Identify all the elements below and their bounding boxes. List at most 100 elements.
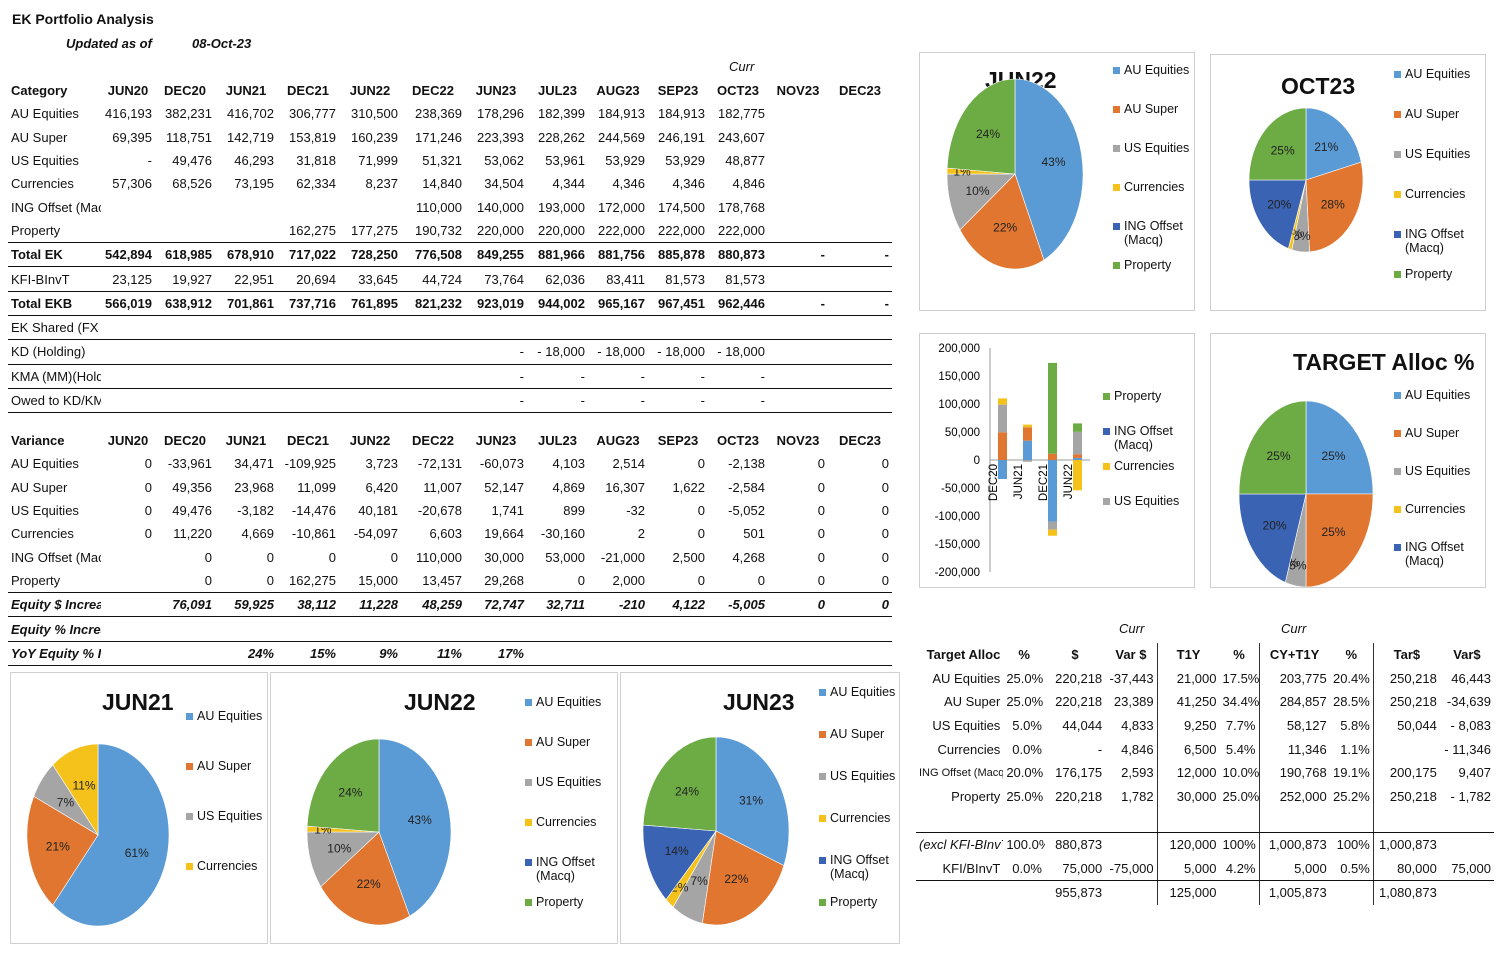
legend-item-us-equities: US Equities — [819, 769, 908, 811]
table-cell — [828, 616, 892, 642]
table-row: Equity $ Increase ==> 76,09159,92538,1121… — [8, 592, 892, 618]
table-cell — [588, 315, 648, 341]
pie-slice-au-super — [959, 173, 1045, 270]
bar-chart: 200,000 150,000 100,000 50,000 0 -50,000 -100,… — [935, 343, 1090, 579]
table-cell: 4,346 — [612, 176, 645, 192]
table-cell: 193,000 — [538, 199, 585, 215]
legend-label: US Equities — [1124, 141, 1190, 155]
table-row: US Equities 0 49,476 -3,182 -14,476 40,181 -20… — [8, 499, 892, 522]
table-cell: 0 — [881, 479, 889, 495]
chart-legend: AU Equities AU Super US Equities Currencies… — [819, 685, 908, 937]
table-cell: 174,500 — [658, 199, 705, 215]
legend-label: US Equities — [830, 769, 896, 783]
pie-chart: 43%22%10%1%24% — [946, 78, 1084, 270]
table-cell: 25.0% — [1006, 670, 1044, 686]
table-cell — [101, 315, 155, 341]
table-row — [916, 808, 1494, 833]
table-cell: 1.1% — [1329, 737, 1374, 761]
table-cell: 13,457 — [401, 568, 465, 594]
portfolio-table: Category JUN20 DEC20 JUN21 DEC21 JUN22 DEC22 JU… — [8, 79, 892, 414]
table-cell: - — [465, 339, 527, 365]
legend-label: Currencies — [1405, 187, 1466, 201]
table-cell: 0 — [155, 568, 215, 594]
x-tick-label: JUN22 — [1063, 464, 1075, 499]
table-cell: 75,000 — [1439, 856, 1494, 881]
row-label: Currencies — [11, 526, 74, 542]
table-cell: 100% — [1329, 832, 1374, 857]
table-cell: 17.5% — [1219, 666, 1260, 691]
table-cell: 23,968 — [234, 479, 274, 495]
legend-label: AU Equities — [536, 695, 602, 709]
column-header: JUN23 — [475, 433, 517, 449]
legend-swatch — [819, 689, 826, 696]
table-cell — [1003, 880, 1045, 904]
table-cell: 0 — [817, 549, 825, 565]
table-cell: -3,182 — [237, 503, 274, 519]
row-label: KFI-BInvT — [8, 266, 101, 292]
table-cell: 15% — [277, 641, 339, 666]
table-cell: 38,112 — [277, 592, 339, 618]
table-cell: 1,000,873 — [1379, 837, 1437, 853]
row-label: AU Equities — [11, 106, 79, 122]
legend-swatch — [1394, 271, 1401, 278]
table-cell: 881,756 — [588, 242, 648, 268]
table-cell: - — [465, 388, 527, 414]
bar-segment-au-equities — [1023, 440, 1032, 460]
table-cell: 246,191 — [658, 129, 705, 145]
table-cell: - — [828, 291, 892, 316]
legend-item-us-equities: US Equities — [525, 775, 614, 815]
table-cell: -75,000 — [1105, 856, 1158, 881]
table-row: ING Offset (Macq) 20.0% 176,175 2,593 12,000… — [916, 760, 1494, 785]
table-cell — [828, 266, 892, 292]
pie-chart: 21%28%5%1%20%25% — [1248, 107, 1364, 253]
legend-item-au-super: AU Super — [1394, 107, 1483, 147]
table-cell — [828, 126, 892, 149]
bar-segment-property — [1048, 362, 1057, 454]
pie-data-label: 25% — [1271, 143, 1295, 157]
table-cell: 228,262 — [538, 129, 585, 145]
table-cell: 172,000 — [598, 199, 645, 215]
table-row: AU Super 69,395 118,751 142,719 153,819 160,2… — [8, 126, 892, 149]
pie-slice-au-equities — [1014, 78, 1084, 261]
table-cell — [101, 364, 155, 389]
column-header: DEC21 — [287, 433, 329, 449]
table-cell: 220,000 — [465, 218, 527, 244]
table-cell: 382,231 — [165, 106, 212, 122]
pie-data-label: 5% — [1289, 559, 1307, 573]
legend-label: US Equities — [197, 809, 263, 823]
legend-item-au-equities: AU Equities — [1113, 63, 1202, 102]
legend-swatch — [1113, 184, 1120, 191]
legend-swatch — [819, 857, 826, 864]
table-cell — [215, 218, 277, 244]
chart-legend: AU Equities AU Super US Equities Currencies… — [525, 695, 614, 935]
row-label: YoY Equity % Increase ==> — [8, 641, 101, 666]
legend-swatch — [525, 779, 532, 786]
table-cell: 49,476 — [172, 153, 212, 169]
column-header: CY+T1Y — [1269, 647, 1320, 663]
table-cell: 48,259 — [401, 592, 465, 618]
pie-slice-property — [1248, 107, 1307, 181]
column-header: Var $ — [1105, 643, 1158, 667]
column-header: Tar$ — [1393, 647, 1421, 663]
pie-data-label: 28% — [1321, 198, 1345, 212]
column-header: SEP23 — [657, 433, 699, 449]
table-cell — [215, 339, 277, 365]
table-cell: -2,584 — [728, 479, 765, 495]
table-cell: 19,664 — [484, 526, 524, 542]
table-cell — [828, 195, 892, 218]
bar-segment-currencies — [1023, 424, 1032, 428]
y-tick-label: 150,000 — [938, 371, 980, 383]
column-header: AUG23 — [596, 83, 640, 99]
table-cell: 0 — [648, 568, 708, 594]
table-cell: 100.0% — [1006, 837, 1045, 853]
header-row: Category JUN20 DEC20 JUN21 DEC21 JUN22 DEC22 JU… — [8, 79, 892, 102]
legend-item-ing-offset-macq: ING Offset (Macq) — [1113, 219, 1202, 258]
table-cell: -5,052 — [728, 503, 765, 519]
table-cell: 100% — [1219, 832, 1260, 857]
column-header: JUN22 — [349, 433, 391, 449]
pie-slice-ing-offset-macq — [1238, 493, 1307, 583]
table-cell — [1440, 880, 1494, 904]
legend-label: US Equities — [1405, 464, 1471, 478]
table-cell: -33,961 — [167, 456, 212, 472]
table-cell: 899 — [563, 503, 585, 519]
